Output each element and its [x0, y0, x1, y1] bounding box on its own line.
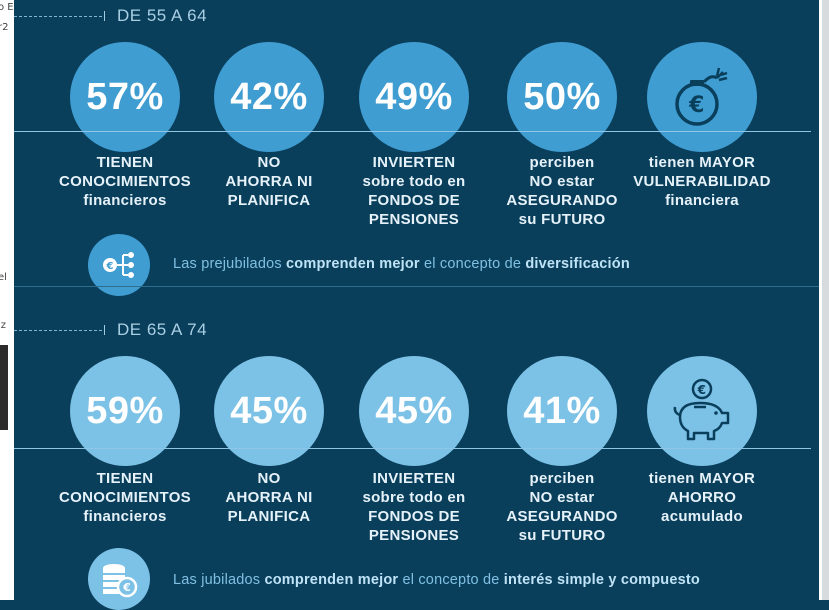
stat-circle: 57%	[70, 42, 180, 152]
stat-circle: 45%	[214, 356, 324, 466]
svg-text:€: €	[122, 581, 131, 594]
stat-label: NO AHORRA NI PLANIFICA	[225, 154, 313, 209]
insight-text: Las jubilados comprenden mejor el concep…	[173, 572, 700, 588]
euro-bomb-icon: €	[647, 42, 757, 152]
stat-label: INVIERTEN sobre todo en FONDOS DE PENSIONES	[362, 470, 466, 544]
left-page-edge: o E r2 el iz	[0, 0, 14, 600]
clipped-text-fragment: o E	[0, 2, 14, 13]
stat-label: TIENEN CONOCIMIENTOS financieros	[59, 154, 191, 209]
stat-circle: 41%	[507, 356, 617, 466]
stat-label: NO AHORRA NI PLANIFICA	[225, 470, 313, 525]
coin-stack-icon: €	[88, 548, 150, 610]
euro-network-icon: €	[88, 234, 150, 296]
stat-label: TIENEN CONOCIMIENTOS financieros	[59, 470, 191, 525]
stat-label: perciben NO estar ASEGURANDO su FUTURO	[506, 470, 618, 544]
infographic: DE 55 A 64 57% 42% 49% 50% € TIENEN CONOC…	[14, 0, 819, 610]
svg-text:€: €	[697, 383, 707, 397]
age-range-label: DE 65 A 74	[117, 320, 208, 339]
insight-text: Las prejubilados comprenden mejor el con…	[173, 256, 630, 272]
stat-circle: 49%	[359, 42, 469, 152]
clipped-text-fragment: r2	[0, 22, 9, 33]
stat-label: tienen MAYOR VULNERABILIDAD financiera	[633, 154, 771, 209]
scrollbar-track[interactable]	[819, 0, 829, 600]
stat-circle: 45%	[359, 356, 469, 466]
section-divider	[14, 131, 811, 132]
age-range-header: DE 65 A 74	[14, 319, 207, 341]
section-divider	[14, 448, 811, 449]
age-range-label: DE 55 A 64	[117, 6, 208, 25]
stat-label: perciben NO estar ASEGURANDO su FUTURO	[506, 154, 618, 228]
clipped-text-fragment: el	[0, 272, 7, 283]
stat-label: tienen MAYOR AHORRO acumulado	[648, 470, 756, 525]
stat-circle: 59%	[70, 356, 180, 466]
svg-text:€: €	[688, 93, 705, 118]
clipped-image-fragment	[0, 345, 8, 430]
piggy-bank-icon: €	[647, 356, 757, 466]
age-range-header: DE 55 A 64	[14, 5, 207, 27]
stat-circle: 42%	[214, 42, 324, 152]
section-separator	[14, 286, 819, 287]
stat-circle: 50%	[507, 42, 617, 152]
clipped-text-fragment: iz	[0, 320, 7, 331]
svg-text:€: €	[106, 261, 114, 272]
stat-label: INVIERTEN sobre todo en FONDOS DE PENSIONES	[362, 154, 466, 228]
